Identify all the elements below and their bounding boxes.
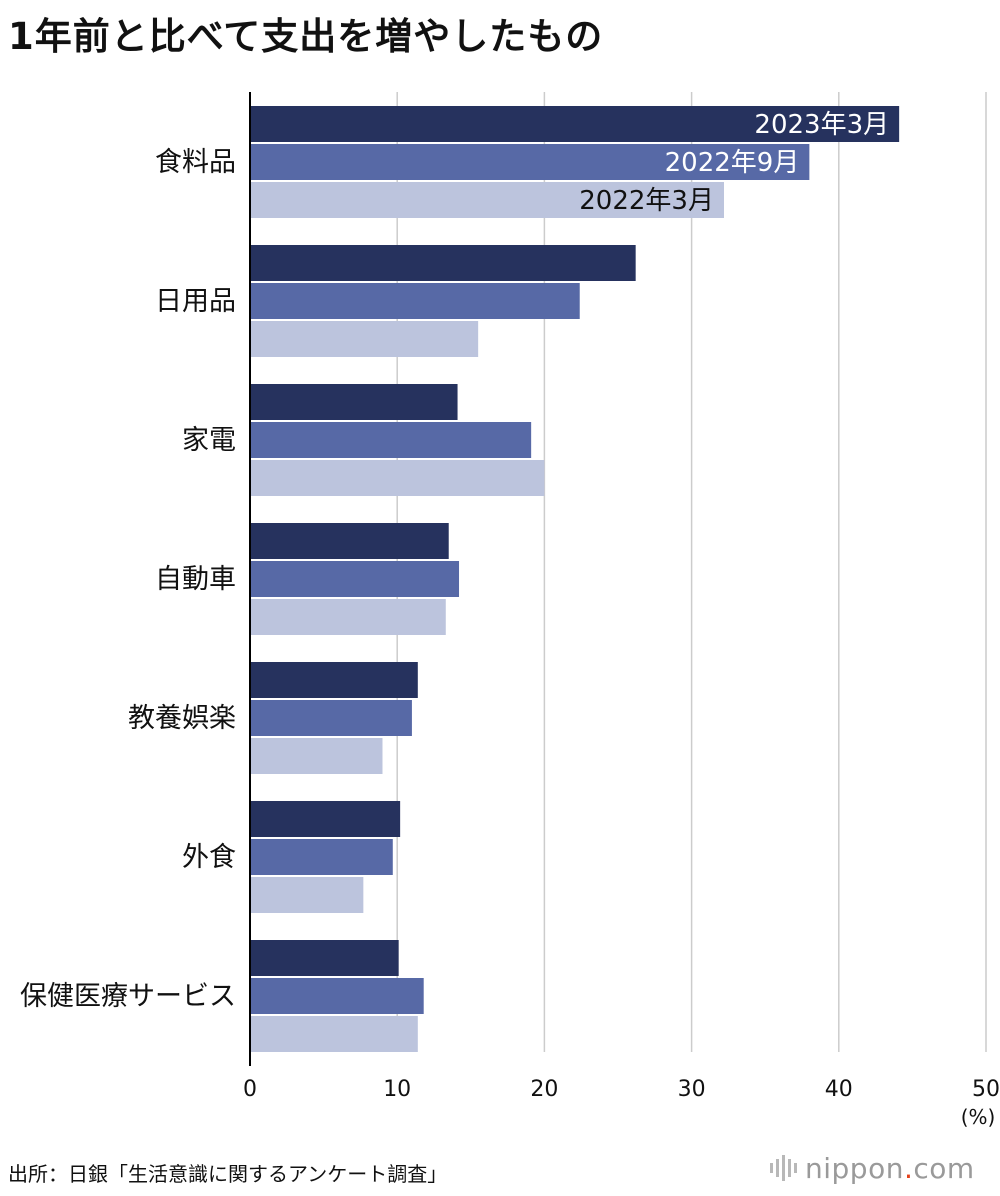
x-tick-label: 20 <box>530 1077 558 1102</box>
source-note: 出所：日銀「生活意識に関するアンケート調査」 <box>8 1162 448 1186</box>
category-label: 教養娯楽 <box>128 703 236 734</box>
bar <box>250 839 393 875</box>
chart-title: 1年前と比べて支出を増やしたもの <box>8 15 604 58</box>
series-label: 2023年3月 <box>754 110 889 140</box>
bar <box>250 321 479 357</box>
bar <box>250 422 532 458</box>
bar <box>250 182 724 218</box>
category-label: 日用品 <box>155 286 236 317</box>
bar <box>250 877 364 913</box>
bar <box>250 738 383 774</box>
series-label: 2022年3月 <box>579 186 714 216</box>
nippon-com-logo[interactable]: nippon.com <box>770 1150 975 1186</box>
bar-chart: 0 10 20 30 40 50 (%) 2023年3月 2022年9月 2022年3月 食料品日用… <box>20 92 1000 1129</box>
logo-wordmark: nippon.com <box>805 1152 975 1185</box>
bar <box>250 940 399 976</box>
gridlines <box>396 92 987 1052</box>
category-label: 保健医療サービス <box>20 981 236 1012</box>
bar <box>250 106 900 142</box>
bar <box>250 978 424 1014</box>
bar <box>250 599 446 635</box>
bar <box>250 384 458 420</box>
x-tick-label: 0 <box>243 1077 257 1102</box>
bar <box>250 144 810 180</box>
bars <box>250 106 900 1052</box>
labels: 0 10 20 30 40 50 (%) 2023年3月 2022年9月 2022年3月 食料品日用… <box>20 110 1000 1129</box>
bar <box>250 523 449 559</box>
x-tick-label: 50 <box>972 1077 1000 1102</box>
category-label: 食料品 <box>155 147 236 178</box>
bar <box>250 801 401 837</box>
nippon-logo-icon <box>770 1155 797 1181</box>
series-label: 2022年9月 <box>665 148 800 178</box>
logo-dot: . <box>903 1151 914 1185</box>
category-label: 外食 <box>182 842 236 873</box>
category-label: 自動車 <box>155 564 236 595</box>
bar <box>250 561 460 597</box>
bar <box>250 245 636 281</box>
logo-suffix: com <box>913 1151 975 1185</box>
x-tick-label: 40 <box>825 1077 853 1102</box>
x-tick-label: 10 <box>383 1077 411 1102</box>
bar <box>250 662 418 698</box>
bar <box>250 1016 418 1052</box>
bar <box>250 700 412 736</box>
x-tick-label: 30 <box>678 1077 706 1102</box>
x-axis-unit: (%) <box>961 1105 996 1129</box>
category-label: 家電 <box>182 425 236 456</box>
bar <box>250 283 580 319</box>
bar <box>250 460 545 496</box>
logo-text: nippon <box>805 1151 904 1185</box>
